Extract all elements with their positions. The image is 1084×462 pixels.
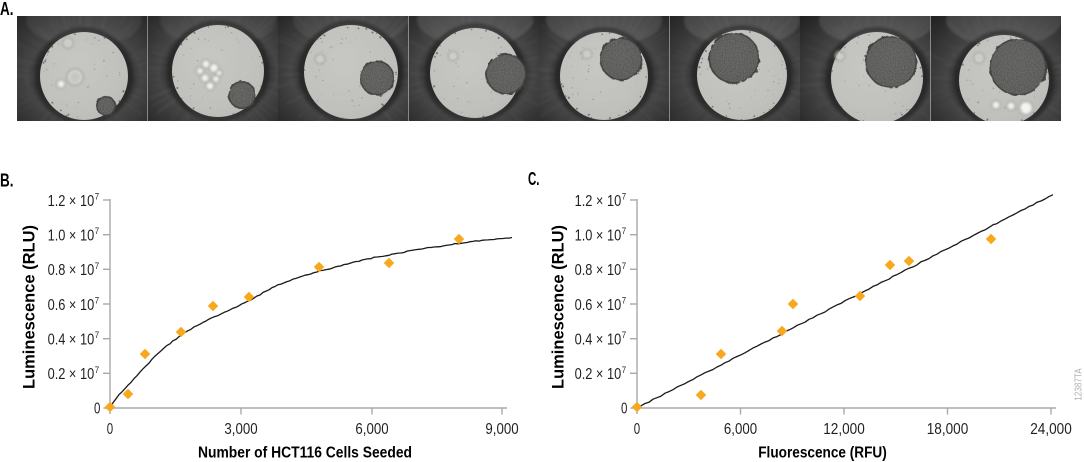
svg-text:7: 7 [622,261,626,271]
svg-text:18,000: 18,000 [927,421,969,438]
svg-text:7: 7 [95,365,99,375]
svg-text:0.2 × 10: 0.2 × 10 [575,366,622,383]
svg-text:0.8 × 10: 0.8 × 10 [575,262,622,279]
svg-text:0.6 × 10: 0.6 × 10 [575,297,622,314]
svg-text:0: 0 [107,421,113,438]
svg-text:0.6 × 10: 0.6 × 10 [48,297,95,314]
svg-text:Number of HCT116 Cells Seeded: Number of HCT116 Cells Seeded [198,444,412,461]
svg-text:Luminescence (RLU): Luminescence (RLU) [549,225,568,389]
svg-text:1.2 × 10: 1.2 × 10 [48,193,95,210]
svg-text:0.4 × 10: 0.4 × 10 [48,332,95,349]
svg-text:7: 7 [95,226,99,236]
svg-text:Fluorescence (RFU): Fluorescence (RFU) [758,444,887,461]
svg-text:7: 7 [95,296,99,306]
svg-text:1.0 × 10: 1.0 × 10 [48,228,95,245]
svg-text:6,000: 6,000 [724,421,757,438]
svg-text:0: 0 [621,401,627,418]
svg-text:B.: B. [0,171,14,191]
svg-text:12387TA: 12387TA [1073,368,1084,401]
svg-text:0.2 × 10: 0.2 × 10 [48,366,95,383]
svg-text:A.: A. [0,0,14,19]
svg-text:0.8 × 10: 0.8 × 10 [48,262,95,279]
svg-text:7: 7 [95,261,99,271]
svg-text:1.2 × 10: 1.2 × 10 [575,193,622,210]
svg-text:3,000: 3,000 [224,421,257,438]
svg-text:6,000: 6,000 [355,421,388,438]
svg-text:1.0 × 10: 1.0 × 10 [575,228,622,245]
svg-text:Luminescence (RLU): Luminescence (RLU) [20,225,39,389]
svg-text:0: 0 [94,401,100,418]
svg-text:7: 7 [95,330,99,340]
svg-text:C.: C. [528,169,540,189]
svg-text:7: 7 [95,192,99,202]
svg-text:7: 7 [622,192,626,202]
svg-text:7: 7 [622,226,626,236]
svg-text:7: 7 [622,330,626,340]
svg-text:0: 0 [634,421,640,438]
svg-text:7: 7 [622,296,626,306]
svg-text:9,000: 9,000 [485,421,518,438]
svg-text:0.4 × 10: 0.4 × 10 [575,332,622,349]
svg-text:12,000: 12,000 [823,421,865,438]
svg-text:7: 7 [622,365,626,375]
svg-text:24,000: 24,000 [1030,421,1072,438]
